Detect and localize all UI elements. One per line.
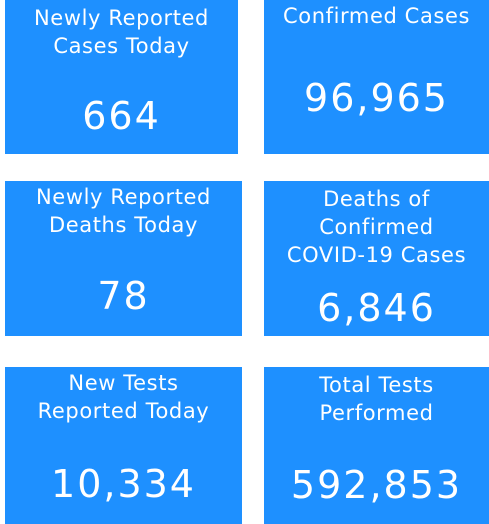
confirmed-cases-tile: Confirmed Cases 96,965 bbox=[264, 0, 489, 154]
confirmed-deaths-label: Deaths of Confirmed COVID-19 Cases bbox=[286, 187, 467, 267]
total-tests-value: 592,853 bbox=[290, 463, 463, 507]
confirmed-cases-value: 96,965 bbox=[304, 76, 449, 120]
confirmed-deaths-value: 6,846 bbox=[317, 286, 436, 330]
newly-reported-cases-tile: Newly Reported Cases Today 664 bbox=[5, 0, 238, 154]
total-tests-label: Total Tests Performed bbox=[319, 373, 434, 425]
newly-reported-deaths-label: Newly Reported Deaths Today bbox=[35, 185, 211, 237]
total-tests-tile: Total Tests Performed 592,853 bbox=[264, 367, 489, 524]
confirmed-cases-label: Confirmed Cases bbox=[282, 4, 471, 28]
newly-reported-deaths-value: 78 bbox=[97, 274, 150, 318]
newly-reported-cases-value: 664 bbox=[82, 94, 161, 138]
new-tests-label: New Tests Reported Today bbox=[37, 371, 210, 423]
new-tests-value: 10,334 bbox=[51, 462, 196, 506]
confirmed-deaths-tile: Deaths of Confirmed COVID-19 Cases 6,846 bbox=[264, 181, 489, 336]
new-tests-tile: New Tests Reported Today 10,334 bbox=[5, 367, 242, 524]
newly-reported-deaths-tile: Newly Reported Deaths Today 78 bbox=[5, 181, 242, 336]
newly-reported-cases-label: Newly Reported Cases Today bbox=[33, 6, 209, 58]
